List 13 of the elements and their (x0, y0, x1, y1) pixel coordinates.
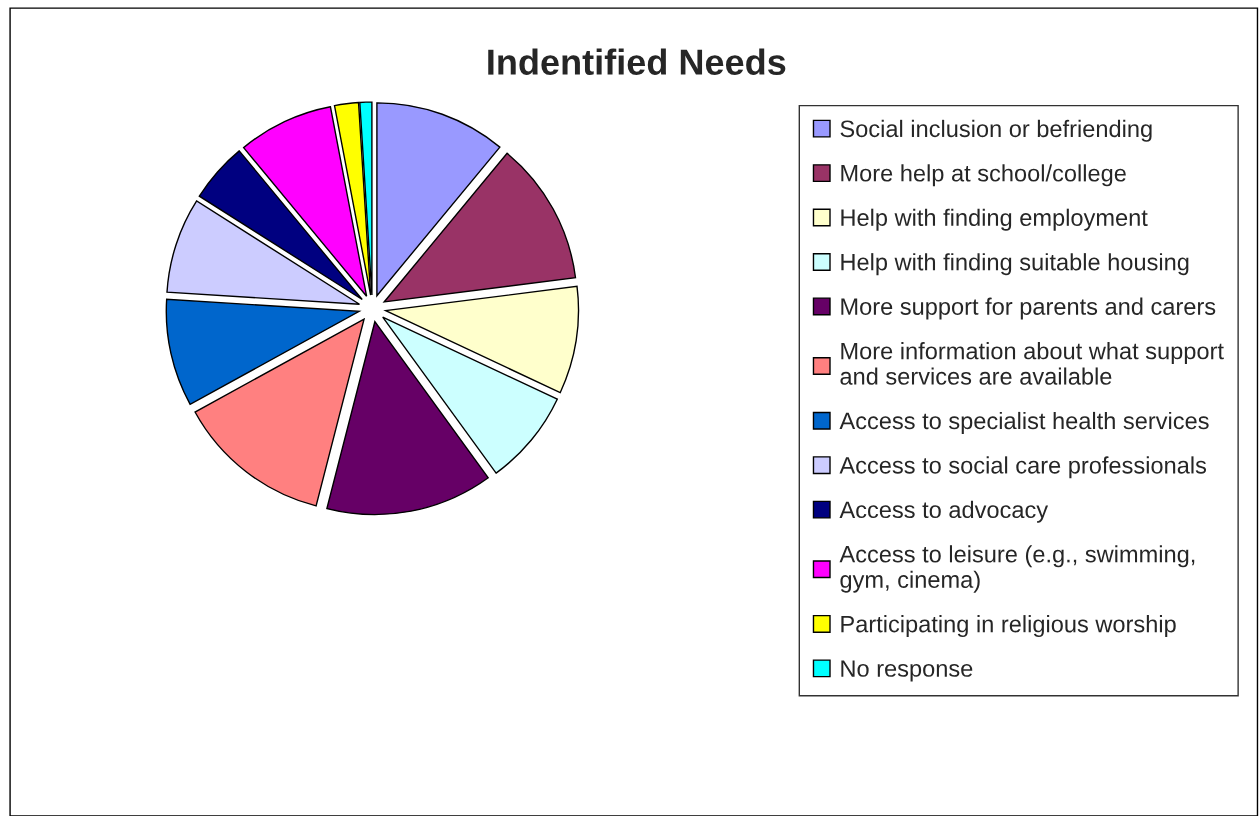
legend-label: Access to advocacy (839, 500, 1049, 523)
legend-label: No response (841, 660, 973, 682)
legend-label: More help at school/college (841, 164, 1126, 187)
legend-label: Access to specialist health services (839, 411, 1209, 434)
legend-label: Access to leisure (e.g., swimming, gym, cinema) (839, 545, 1195, 593)
legend-label: Participating in religious worship (841, 615, 1176, 638)
chart-title: Indentified Needs (488, 48, 786, 75)
legend-label: More support for parents and carers (841, 297, 1216, 320)
legend-label: Access to social care professionals (839, 456, 1207, 479)
legend-label: Help with finding employment (841, 208, 1148, 231)
legend-label: Social inclusion or befriending (840, 119, 1152, 142)
legend-label: More information about what support and services are available (840, 342, 1224, 385)
legend-label: Help with finding suitable housing (841, 253, 1189, 276)
